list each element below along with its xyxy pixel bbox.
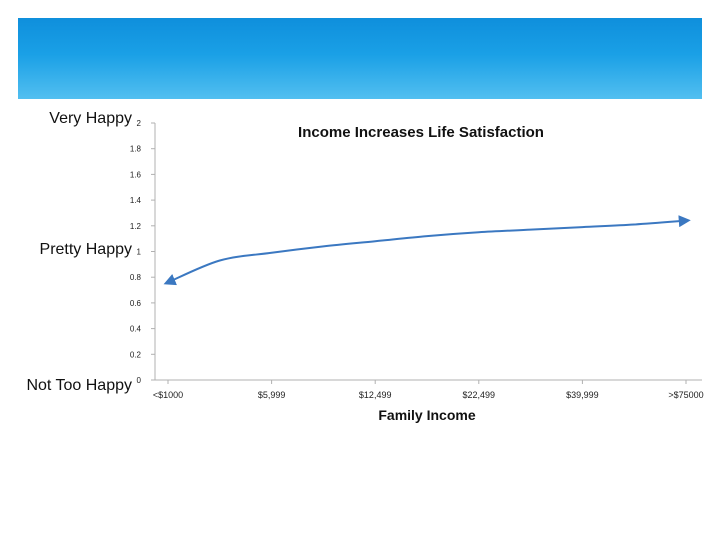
y-tick-label: 0.6 [130,299,142,308]
y-tick-label: 0.4 [130,325,142,334]
y-tick-label: 1.6 [130,170,142,179]
y-tick-label: 1.8 [130,145,142,154]
y-tick-label: 1 [137,248,142,257]
tick-labels: 0 0.2 0.4 0.6 0.8 1 1.2 1.4 1.6 1.8 2 <$1000 $5,999 $… [130,119,704,400]
series-layer [163,215,691,286]
y-tick-label: 0.2 [130,350,142,359]
y-tick-label: 1.2 [130,222,142,231]
x-tick-label: <$1000 [153,390,183,400]
chart-title: Income Increases Life Satisfaction [298,124,544,141]
x-tick-label: $22,499 [463,390,496,400]
header-banner [18,18,702,99]
y-tick-label: 2 [137,119,142,128]
y-tick-label: 0.8 [130,273,142,282]
x-tick-label: $5,999 [258,390,286,400]
y-tick-label: 0 [137,376,142,385]
very-happy-label: Very Happy [49,110,132,127]
x-axis-label: Family Income [378,407,475,423]
pretty-happy-label: Pretty Happy [39,241,132,258]
not-too-happy-label: Not Too Happy [26,377,132,394]
y-tick-label: 1.4 [130,196,142,205]
axes [151,122,702,384]
x-tick-label: $12,499 [359,390,392,400]
series-line [163,215,691,286]
x-tick-label: $39,999 [566,390,599,400]
x-tick-label: >$75000 [668,390,703,400]
